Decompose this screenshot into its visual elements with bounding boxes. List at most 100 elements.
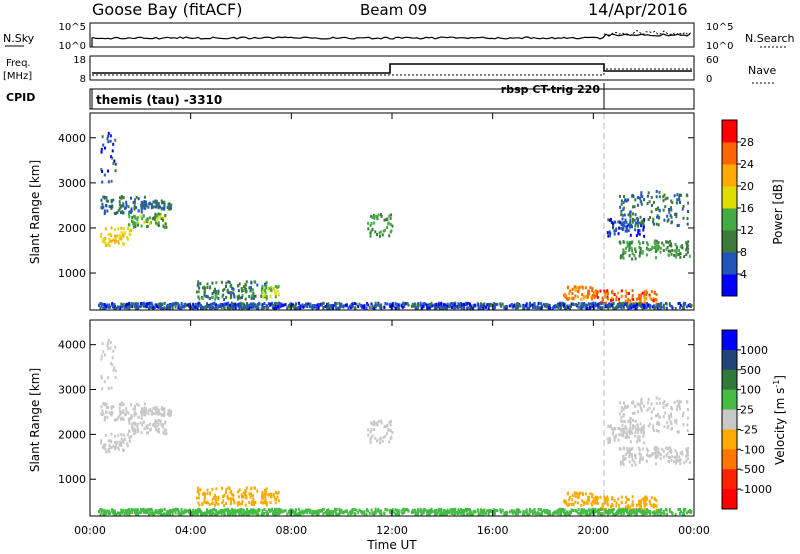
vel-cell-5-8	[373, 423, 376, 427]
power-cell-6-45	[201, 297, 204, 300]
power-cell-13-187	[420, 304, 423, 307]
vel-cell-13-562	[306, 511, 309, 515]
vel-cell-9-100	[650, 496, 653, 500]
power-cell-13-889	[606, 303, 609, 307]
power-cell-3-38	[163, 203, 166, 207]
power-cell-2-51	[146, 225, 148, 229]
power-cell-13-322	[557, 306, 560, 310]
power-cell-10-61	[685, 253, 688, 257]
vel-cell-11-5	[620, 419, 623, 423]
vel-cell-9-44	[595, 498, 598, 502]
power-cell-3-30	[154, 199, 157, 203]
power-cell-11-51	[686, 222, 689, 226]
vel-cell-13-602	[154, 510, 157, 514]
power-cell-4-6	[111, 156, 114, 160]
vel-cell-13-700	[651, 511, 654, 515]
power-cell-6-42	[213, 290, 215, 294]
power-cell-4-26	[114, 162, 117, 166]
power-cell-11-70	[650, 203, 653, 207]
power-cell-7-20	[263, 293, 266, 297]
power-cell-13-772	[457, 305, 460, 309]
power-cell-1-22	[114, 241, 116, 245]
vel-cell-11-57	[650, 416, 653, 420]
vel-cell-13-768	[457, 508, 460, 512]
vel-cell-13-1050	[134, 509, 137, 513]
vel-cell-13-690	[313, 510, 315, 514]
vel-cell-13-833	[482, 512, 485, 516]
vel-cell-13-735	[532, 512, 534, 515]
power-cell-1-48	[114, 228, 116, 232]
vel-cell-13-963	[230, 511, 233, 515]
vel-cell-13-411	[366, 509, 369, 513]
power-cell-13-1044	[142, 302, 145, 306]
vel-cell-0-16	[127, 411, 130, 415]
vel-cell-10-48	[654, 454, 657, 458]
vel-cell-9-31	[652, 503, 655, 507]
power-cell-13-612	[119, 306, 122, 310]
vel-cell-13-649	[659, 512, 662, 516]
power-cell-6-24	[198, 286, 201, 290]
vel-cell-13-910	[159, 512, 162, 516]
vel-cell-13-697	[332, 512, 334, 516]
power-cell-3-7	[166, 206, 169, 209]
vel-cell-13-924	[597, 510, 600, 514]
vel-cell-13-1036	[339, 510, 342, 514]
cpid-label: CPID	[6, 91, 35, 104]
power-cell-2-53	[157, 216, 160, 220]
power-cell-13-133	[120, 302, 123, 306]
power-cell-11-7	[686, 217, 689, 220]
power-cell-6-22	[248, 295, 251, 298]
power-cell-13-878	[466, 306, 469, 310]
vel-cell-9-6	[655, 504, 658, 508]
power-cell-6-41	[232, 291, 235, 295]
power-cell-13-342	[327, 302, 330, 306]
vel-cell-13-742	[414, 511, 417, 515]
power-cell-1-0	[110, 239, 113, 243]
freq-series	[92, 63, 692, 74]
power-cell-13-511	[586, 306, 588, 310]
vel-cell-13-653	[621, 509, 624, 513]
vel-cell-13-341	[307, 508, 310, 512]
power-cell-13-592	[646, 302, 648, 306]
vel-cell-11-54	[643, 404, 645, 408]
vel-cell-0-79	[110, 411, 113, 415]
vel-cell-4-17	[107, 338, 110, 342]
power-cell-11-109	[639, 196, 642, 200]
vel-cell-13-309	[525, 508, 528, 512]
power-cell-2-24	[163, 221, 166, 225]
power-cell-0-51	[113, 211, 116, 215]
vel-cell-0-36	[130, 403, 132, 407]
power-cell-11-63	[679, 201, 681, 204]
vel-cell-11-126	[631, 400, 634, 404]
power-cell-11-8	[687, 210, 689, 213]
power-cell-13-633	[394, 302, 397, 306]
power-cell-13-673	[297, 305, 300, 309]
power-cell-6-67	[244, 290, 247, 294]
vel-cell-13-584	[227, 512, 230, 516]
vel-cell-13-303	[508, 510, 511, 514]
power-cell-13-1010	[572, 303, 575, 306]
power-cell-13-684	[321, 303, 323, 307]
vel-cell-12-62	[608, 425, 611, 429]
power-cell-11-101	[620, 199, 623, 203]
vel-cell-10-40	[673, 460, 676, 464]
vel-cell-11-32	[675, 419, 678, 423]
power-cell-13-997	[166, 305, 169, 309]
power-cell-13-940	[400, 304, 403, 308]
vel-cell-5-39	[367, 433, 370, 437]
vel-cell-13-938	[568, 510, 571, 514]
vel-cell-13-930	[391, 508, 394, 512]
power-cell-12-23	[623, 224, 626, 228]
power-cell-3-51	[150, 206, 153, 210]
vel-ytick-label-2: 3000	[58, 384, 86, 397]
velocity-colorbar-tick-2: 100	[740, 384, 761, 397]
vel-cell-13-791	[480, 508, 482, 512]
vel-cell-2-50	[162, 425, 165, 429]
power-cell-13-100	[487, 306, 490, 310]
power-cell-13-887	[485, 305, 488, 309]
power-cell-13-952	[269, 303, 272, 307]
vel-cell-13-861	[588, 508, 591, 512]
power-cell-13-741	[548, 303, 551, 307]
vel-cell-13-909	[524, 510, 527, 514]
power-cell-3-37	[155, 205, 158, 209]
